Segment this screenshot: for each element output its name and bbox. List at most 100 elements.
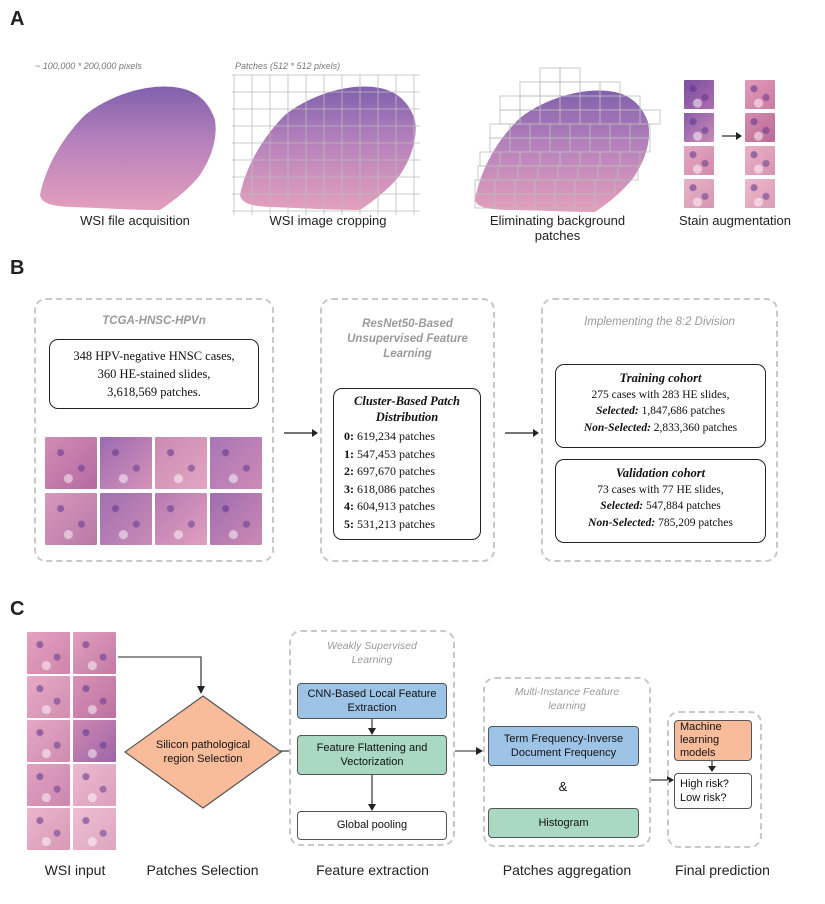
selection-diamond — [123, 695, 283, 809]
caption-final-prediction: Final prediction — [675, 862, 770, 878]
caption-patches-aggregation: Patches aggregation — [502, 862, 632, 878]
training-nonselected-label: Non-Selected: — [583, 421, 651, 434]
cluster-id: 0: — [344, 429, 354, 443]
dataset-title: TCGA-HNSC-HPVn — [102, 315, 206, 327]
panel-b-letter: B — [10, 257, 25, 279]
dataset-patch — [155, 493, 207, 545]
step-caption-eliminating: Eliminating background patches — [489, 213, 626, 243]
cluster-id: 4: — [344, 499, 354, 513]
resnet-title: ResNet50-Based Unsupervised Feature Lear… — [347, 318, 468, 360]
multi-instance-container: Multi-Instance Feature learning — [483, 677, 651, 847]
dataset-patch — [210, 493, 262, 545]
wsi-input-patch — [27, 808, 70, 850]
dataset-line-cases: 348 HPV-negative HNSC cases, — [73, 349, 235, 363]
cluster-count: 619,234 patches — [354, 429, 435, 443]
dataset-summary: 348 HPV-negative HNSC cases, 360 HE-stai… — [49, 339, 259, 409]
stain-augmented-patch — [745, 113, 775, 142]
wsi-input-patch — [73, 764, 116, 806]
weakly-supervised-container: Weakly Supervised Learning — [289, 630, 455, 846]
caption-feature-extraction: Feature extraction — [316, 862, 429, 878]
validation-title: Validation cohort — [615, 466, 706, 480]
patch-size-note: Patches (512 * 512 pixels) — [235, 61, 341, 71]
stain-original-patches — [684, 80, 714, 210]
cluster-id: 5: — [344, 516, 354, 531]
dataset-patch — [100, 493, 152, 545]
diamond-label: Silicon pathological region Selection — [155, 738, 251, 765]
validation-selected-value: 547,884 patches — [645, 500, 721, 512]
cluster-count: 604,913 patches — [354, 499, 435, 513]
stain-original-patch — [684, 80, 714, 109]
dataset-line-patches: 3,618,569 patches. — [107, 385, 201, 399]
stain-augmented-patch — [745, 146, 775, 175]
training-title: Training cohort — [619, 371, 702, 385]
dataset-line-slides: 360 HE-stained slides, — [97, 367, 211, 381]
dataset-patch — [155, 437, 207, 489]
wsi-thumbnail-foreground — [474, 67, 661, 212]
cluster-row: 1: 547,453 patches — [334, 446, 480, 464]
division-container: Implementing the 8:2 Division — [541, 298, 778, 562]
wsi-input-patch — [27, 676, 70, 718]
cluster-count: 618,086 patches — [354, 481, 435, 496]
wsi-input-patch — [73, 632, 116, 674]
stain-augmentation-arrow — [722, 132, 742, 140]
stain-augmented-patches — [745, 80, 775, 210]
final-container — [667, 711, 762, 848]
validation-selected-label: Selected: — [600, 500, 644, 512]
cluster-id: 2: — [344, 464, 354, 478]
wsi-input-patch — [73, 676, 116, 718]
validation-cohort-box: Validation cohort 73 cases with 77 HE sl… — [555, 459, 766, 543]
dataset-patch-grid — [45, 437, 263, 545]
dataset-patch — [45, 493, 97, 545]
weak-title: Weakly Supervised Learning — [327, 640, 417, 666]
cluster-row: 0: 619,234 patches — [334, 428, 480, 446]
training-nonselected-value: 2,833,360 patches — [653, 421, 738, 434]
dataset-container: TCGA-HNSC-HPVn — [34, 298, 274, 562]
panel-c-connectors — [118, 656, 716, 811]
cluster-row: 4: 604,913 patches — [334, 498, 480, 516]
validation-cases: 73 cases with 77 HE slides, — [597, 483, 724, 496]
panel-a-letter: A — [10, 8, 25, 30]
training-selected-value: 1,847,686 patches — [641, 405, 726, 417]
wsi-thumbnail-gridded — [232, 74, 420, 215]
wsi-thumbnail-full — [40, 86, 216, 210]
wsi-input-patch — [27, 720, 70, 762]
tfidf-box: Term Frequency-Inverse Document Frequenc… — [488, 726, 639, 766]
stain-original-patch — [684, 179, 714, 208]
pooling-box: Global pooling — [297, 811, 447, 840]
cluster-row: 3: 618,086 patches — [334, 481, 480, 499]
stain-original-patch — [684, 146, 714, 175]
caption-wsi-input: WSI input — [44, 862, 106, 878]
caption-patches-selection: Patches Selection — [146, 862, 259, 878]
wsi-input-patches — [27, 632, 117, 854]
training-selected-label: Selected: — [595, 405, 639, 417]
cluster-title: Cluster-Based Patch Distribution — [354, 394, 460, 424]
resnet-container: ResNet50-Based Unsupervised Feature Lear… — [320, 298, 495, 562]
ampersand: & — [558, 778, 568, 794]
wsi-input-patch — [27, 632, 70, 674]
cluster-id: 1: — [344, 446, 354, 461]
cnn-box: CNN-Based Local Feature Extraction — [297, 683, 447, 719]
cluster-row: 5: 531,213 patches — [334, 516, 480, 534]
step-caption-stain: Stain augmentation — [678, 213, 792, 228]
cluster-row: 2: 697,670 patches — [334, 463, 480, 481]
wsi-input-patch — [73, 720, 116, 762]
cluster-count: 531,213 patches — [354, 516, 435, 531]
step-caption-cropping: WSI image cropping — [269, 213, 387, 228]
division-title: Implementing the 8:2 Division — [584, 316, 735, 328]
dataset-patch — [45, 437, 97, 489]
stain-original-patch — [684, 113, 714, 142]
stain-augmented-patch — [745, 179, 775, 208]
ml-models-box: Machine learning models — [674, 720, 752, 761]
wsi-input-patch — [27, 764, 70, 806]
training-cohort-box: Training cohort 275 cases with 283 HE sl… — [555, 364, 766, 448]
validation-nonselected-value: 785,209 patches — [658, 516, 733, 529]
arrow-dataset-to-resnet — [284, 429, 318, 437]
dataset-patch — [100, 437, 152, 489]
validation-nonselected-label: Non-Selected: — [588, 516, 656, 529]
mil-title: Multi-Instance Feature learning — [514, 686, 620, 712]
wsi-size-note: ~ 100,000 * 200,000 pixels — [35, 61, 142, 71]
flatten-box: Feature Flattening and Vectorization — [297, 735, 447, 775]
arrow-resnet-to-division — [505, 429, 539, 437]
panel-a-illustration — [40, 67, 742, 215]
cluster-distribution: Cluster-Based Patch Distribution 0: 619,… — [333, 388, 481, 540]
